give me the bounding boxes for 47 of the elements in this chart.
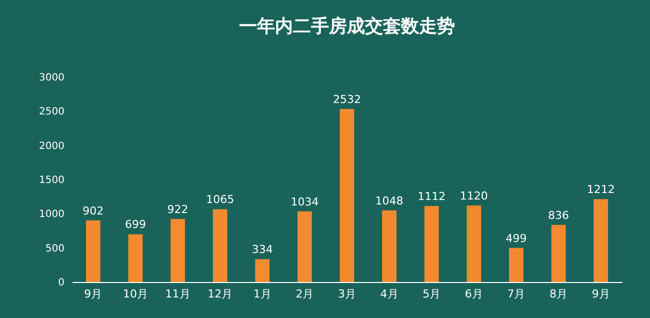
data-label: 499 bbox=[506, 232, 527, 245]
bar bbox=[551, 224, 566, 282]
bar bbox=[86, 220, 100, 282]
data-label: 1034 bbox=[290, 195, 319, 208]
bar bbox=[298, 211, 312, 282]
data-label: 836 bbox=[548, 208, 570, 222]
data-label: 1048 bbox=[375, 194, 404, 208]
data-label: 699 bbox=[124, 218, 146, 232]
x-tick-label: 10月 bbox=[122, 288, 148, 300]
x-tick-label: 3月 bbox=[338, 288, 356, 300]
data-label: 902 bbox=[82, 204, 104, 218]
bar bbox=[212, 209, 228, 282]
bar bbox=[340, 108, 354, 282]
bar bbox=[466, 205, 482, 282]
x-tick-label: 1月 bbox=[253, 288, 272, 300]
x-tick-label: 8月 bbox=[550, 288, 568, 300]
x-tick-label: 12月 bbox=[208, 288, 233, 300]
data-label: 1112 bbox=[418, 190, 446, 204]
x-tick-label: 9月 bbox=[84, 288, 102, 300]
y-tick-label: 500 bbox=[45, 243, 64, 254]
y-tick-label: 1000 bbox=[39, 209, 64, 220]
bar bbox=[509, 248, 524, 282]
data-label: 2532 bbox=[333, 92, 361, 106]
bar bbox=[594, 199, 608, 282]
x-tick-label: 9月 bbox=[592, 288, 610, 300]
y-tick-label: 2000 bbox=[39, 140, 64, 152]
data-label: 334 bbox=[252, 243, 273, 256]
x-tick-label: 11月 bbox=[165, 288, 190, 300]
bar bbox=[424, 206, 439, 282]
bar bbox=[255, 259, 270, 282]
data-label: 1065 bbox=[206, 193, 234, 206]
chart-title: 一年内二手房成交套数走势 bbox=[239, 16, 455, 37]
bar bbox=[128, 234, 143, 282]
y-tick-label: 1500 bbox=[39, 175, 64, 186]
x-tick-label: 4月 bbox=[380, 288, 398, 300]
x-tick-label: 7月 bbox=[507, 288, 526, 300]
data-label: 1212 bbox=[586, 183, 615, 196]
x-tick-label: 5月 bbox=[422, 288, 441, 300]
data-label: 1120 bbox=[460, 189, 488, 202]
x-tick-label: 2月 bbox=[296, 288, 314, 300]
data-label: 922 bbox=[167, 202, 188, 216]
bar bbox=[382, 210, 396, 282]
bar bbox=[170, 218, 185, 282]
y-tick-label: 2500 bbox=[39, 106, 64, 118]
y-tick-label: 3000 bbox=[39, 72, 64, 84]
y-tick-label: 0 bbox=[58, 278, 64, 288]
x-tick-label: 6月 bbox=[464, 288, 483, 300]
